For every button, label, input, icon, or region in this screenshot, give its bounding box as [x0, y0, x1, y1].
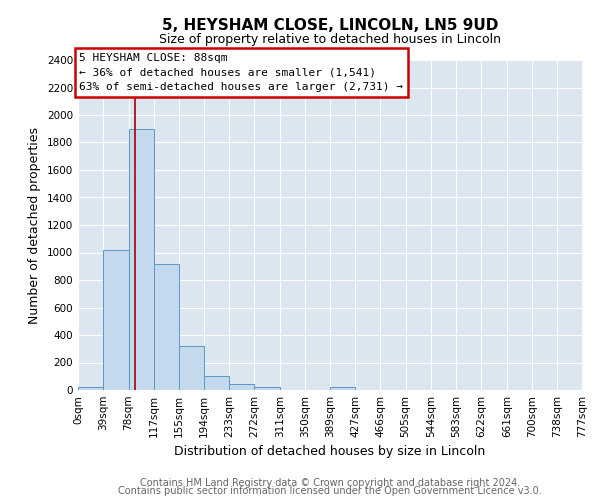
- Text: 5 HEYSHAM CLOSE: 88sqm
← 36% of detached houses are smaller (1,541)
63% of semi-: 5 HEYSHAM CLOSE: 88sqm ← 36% of detached…: [79, 52, 403, 92]
- Bar: [179, 346, 204, 390]
- Bar: [128, 128, 154, 390]
- Y-axis label: Number of detached properties: Number of detached properties: [28, 126, 41, 324]
- Text: Size of property relative to detached houses in Lincoln: Size of property relative to detached ho…: [159, 32, 501, 46]
- Bar: [331, 387, 355, 390]
- X-axis label: Distribution of detached houses by size in Lincoln: Distribution of detached houses by size …: [175, 446, 485, 458]
- Bar: [154, 264, 179, 390]
- Bar: [204, 376, 229, 390]
- Text: Contains HM Land Registry data © Crown copyright and database right 2024.: Contains HM Land Registry data © Crown c…: [140, 478, 520, 488]
- Bar: [229, 384, 254, 390]
- Text: Contains public sector information licensed under the Open Government Licence v3: Contains public sector information licen…: [118, 486, 542, 496]
- Bar: [103, 250, 128, 390]
- Bar: [254, 386, 280, 390]
- Bar: [78, 387, 103, 390]
- Text: 5, HEYSHAM CLOSE, LINCOLN, LN5 9UD: 5, HEYSHAM CLOSE, LINCOLN, LN5 9UD: [162, 18, 498, 32]
